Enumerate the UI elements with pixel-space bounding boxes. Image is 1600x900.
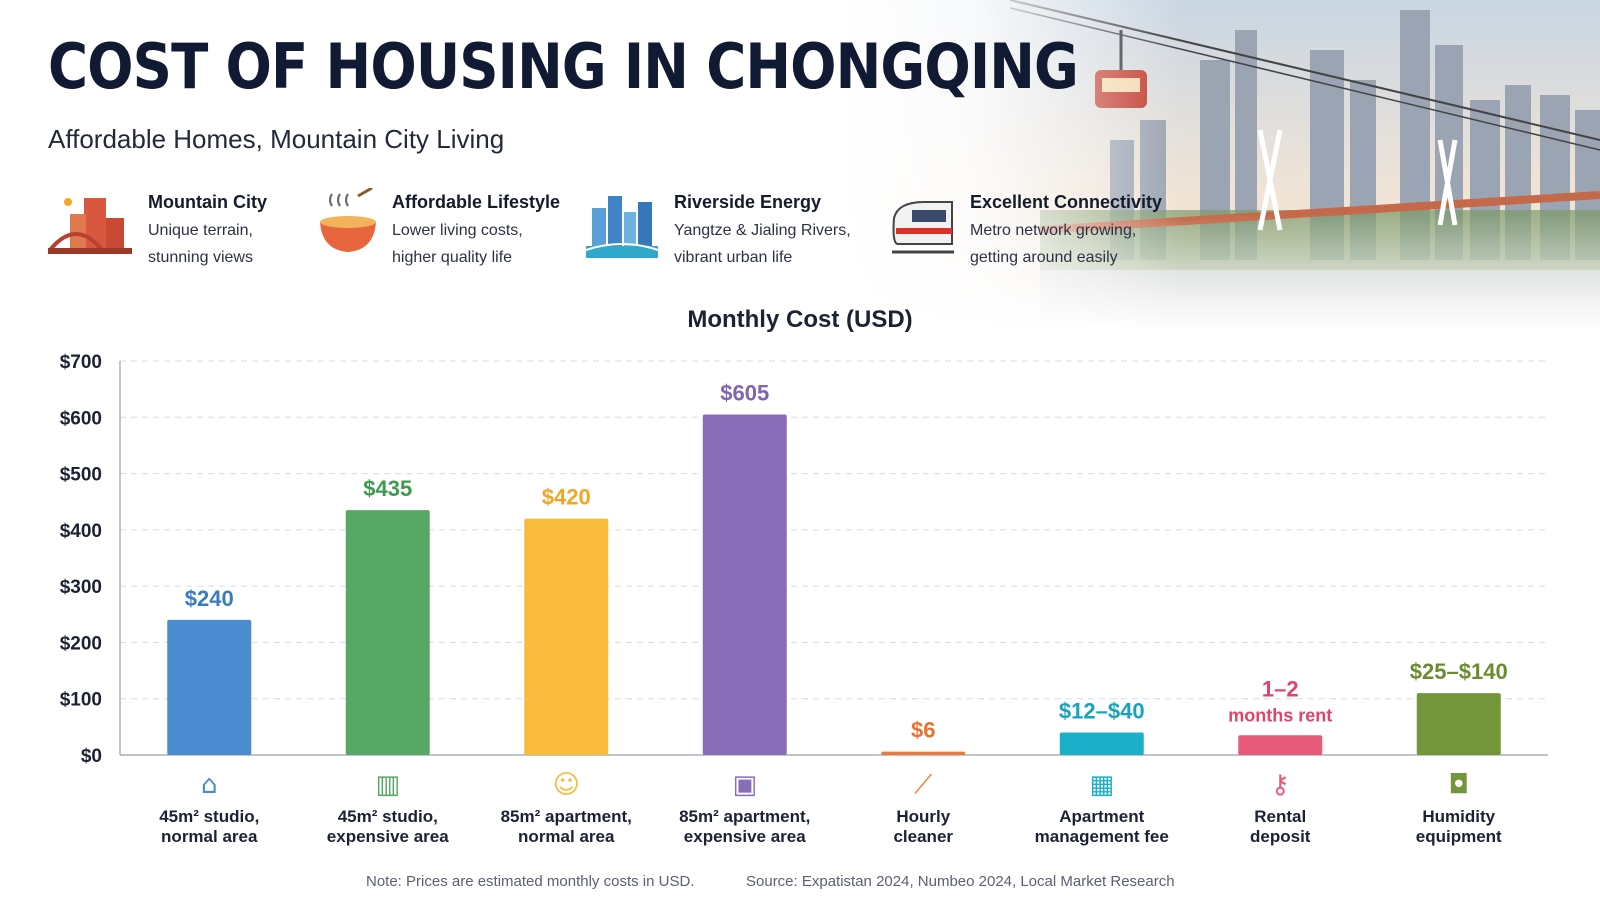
- y-tick-label: $500: [60, 465, 102, 486]
- x-tick-label: 85m² apartment,: [501, 807, 632, 826]
- x-tick-label: management fee: [1035, 827, 1169, 846]
- x-tick-label: cleaner: [893, 827, 953, 846]
- feature-title: Riverside Energy: [674, 192, 822, 212]
- riverside-skyline-icon: [584, 188, 660, 262]
- y-tick-label: $200: [60, 633, 102, 654]
- data-label: months rent: [1228, 705, 1332, 725]
- feature-title: Affordable Lifestyle: [392, 192, 561, 212]
- feature-affordable-lifestyle: Affordable Lifestyle Lower living costs,…: [318, 186, 561, 271]
- feature-description: Yangtze & Jialing Rivers, vibrant urban l…: [674, 222, 851, 266]
- data-label: $6: [911, 718, 935, 743]
- page-title: COST OF HOUSING IN CHONGQING: [48, 30, 1079, 103]
- data-label: $12–$40: [1059, 698, 1145, 723]
- data-label: $435: [363, 476, 412, 501]
- noodle-bowl-icon: [318, 186, 378, 262]
- key-icon: ⚷: [1271, 770, 1290, 800]
- feature-title: Excellent Connectivity: [970, 192, 1163, 212]
- x-tick-label: expensive area: [327, 827, 449, 846]
- bar: [881, 751, 966, 755]
- x-tick-label: Humidity: [1422, 807, 1495, 826]
- dehumidifier-icon: ◘: [1448, 770, 1469, 800]
- x-tick-label: 85m² apartment,: [679, 807, 810, 826]
- feature-description: Lower living costs, higher quality life: [392, 222, 523, 266]
- chart-title: Monthly Cost (USD): [687, 306, 913, 333]
- bar: [345, 510, 430, 755]
- bar: [702, 414, 787, 755]
- family-icon: ☺: [553, 770, 580, 800]
- x-tick-label: Rental: [1254, 807, 1306, 826]
- y-tick-label: $300: [60, 577, 102, 598]
- footer-note: Note: Prices are estimated monthly costs…: [366, 873, 695, 890]
- y-tick-label: $600: [60, 408, 102, 429]
- train-icon: [888, 188, 956, 262]
- feature-riverside-energy: Riverside Energy Yangtze & Jialing River…: [584, 188, 851, 271]
- city-skyline-image: [840, 0, 1600, 330]
- feature-title: Mountain City: [148, 192, 267, 212]
- data-label: $605: [720, 380, 769, 405]
- x-tick-label: normal area: [161, 827, 258, 846]
- page-subtitle: Affordable Homes, Mountain City Living: [48, 124, 505, 154]
- feature-description: Metro network growing, getting around eas…: [970, 222, 1137, 266]
- bar: [524, 518, 609, 755]
- feature-description: Unique terrain, stunning views: [148, 222, 253, 266]
- city-building-icon: ▥: [375, 770, 400, 800]
- data-label: $420: [542, 485, 591, 510]
- data-label: $25–$140: [1410, 659, 1508, 684]
- y-tick-label: $400: [60, 521, 102, 542]
- bar: [1416, 693, 1501, 755]
- x-tick-label: 45m² studio,: [338, 807, 438, 826]
- x-tick-label: 45m² studio,: [159, 807, 259, 826]
- feature-mountain-city: Mountain City Unique terrain, stunning vi…: [46, 188, 267, 271]
- gift-building-icon: ▣: [732, 770, 757, 800]
- bar: [1059, 732, 1144, 755]
- x-tick-label: deposit: [1250, 827, 1311, 846]
- x-tick-label: expensive area: [684, 827, 806, 846]
- y-tick-label: $100: [60, 690, 102, 711]
- y-tick-label: $0: [81, 746, 102, 767]
- bar: [1238, 735, 1323, 755]
- x-tick-label: equipment: [1416, 827, 1502, 846]
- house-icon: ⌂: [201, 770, 218, 800]
- data-label: $240: [185, 586, 234, 611]
- y-tick-label: $700: [60, 352, 102, 373]
- x-tick-label: normal area: [518, 827, 615, 846]
- broom-icon: ⟋: [914, 770, 933, 800]
- x-tick-label: Apartment: [1059, 807, 1144, 826]
- feature-excellent-connectivity: Excellent Connectivity Metro network gro…: [888, 188, 1162, 271]
- mountain-city-icon: [46, 188, 134, 262]
- bar: [167, 619, 252, 755]
- footer-source: Source: Expatistan 2024, Numbeo 2024, Lo…: [746, 873, 1175, 890]
- x-tick-label: Hourly: [896, 807, 950, 826]
- data-label: 1–2: [1262, 676, 1299, 701]
- office-building-icon: ▦: [1089, 770, 1114, 800]
- bar-chart: $0 $100 $200 $300 $400 $500 $600 $700 $240 ⌂ 45m² …: [60, 352, 1548, 846]
